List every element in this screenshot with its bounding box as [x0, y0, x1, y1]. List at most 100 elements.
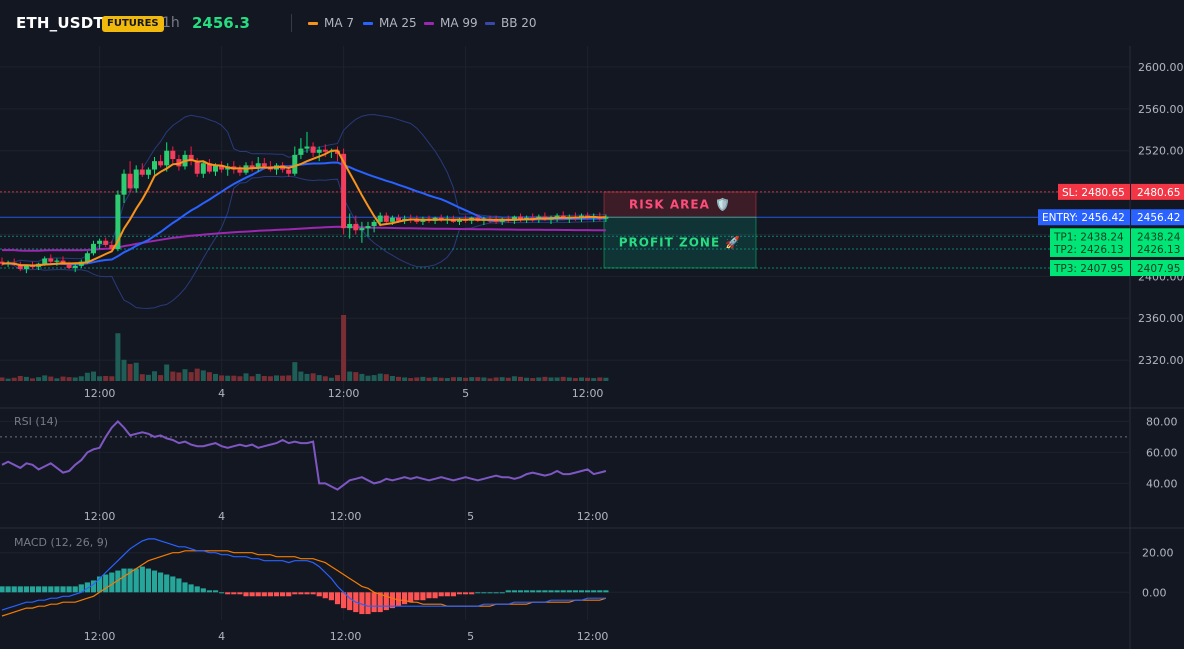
macd-x-tick: 4 [218, 630, 225, 643]
volume-bar [66, 377, 72, 381]
level-price-tag-tp [1131, 240, 1184, 257]
legend-ma99[interactable]: MA 99 [424, 16, 478, 30]
macd-histogram-bar [517, 590, 524, 593]
volume-bar [591, 378, 597, 381]
volume-bar [402, 377, 408, 381]
price-x-tick: 12:00 [328, 387, 360, 400]
macd-histogram-bar [585, 590, 591, 593]
volume-bar [383, 374, 389, 381]
volume-bar [286, 375, 292, 381]
macd-x-tick: 12:00 [330, 630, 362, 643]
volume-bar [0, 377, 5, 381]
macd-histogram-bar [414, 592, 420, 601]
macd-histogram-bar [292, 592, 298, 595]
macd-histogram-bar [505, 590, 511, 593]
level-price-tag-sl [1131, 183, 1184, 200]
legend-ma25[interactable]: MA 25 [363, 16, 417, 30]
timeframe-label[interactable]: 1h [162, 15, 180, 31]
volume-bar [365, 375, 371, 381]
volume-bar [194, 368, 200, 381]
macd-histogram-bar [536, 590, 542, 593]
macd-histogram-bar [90, 580, 97, 593]
macd-histogram-bar [377, 592, 383, 613]
legend-ma7[interactable]: MA 7 [308, 16, 354, 30]
volume-bar [261, 375, 267, 381]
volume-bar [310, 373, 316, 381]
volume-bar [304, 373, 310, 381]
macd-histogram-bar [109, 572, 115, 593]
macd-histogram-bar [481, 592, 487, 594]
legend-bb20[interactable]: BB 20 [485, 16, 537, 30]
macd-histogram-bar [572, 590, 578, 593]
volume-bar [560, 376, 566, 381]
symbol-title[interactable]: ETH_USDT [16, 14, 104, 32]
volume-bar [499, 377, 505, 381]
profit-zone-label: PROFIT ZONE 🚀 [619, 236, 742, 250]
volume-bar [377, 373, 383, 381]
futures-badge: FUTURES [102, 16, 164, 32]
macd-histogram-bar [249, 592, 255, 597]
level-price-tag-tp [1131, 228, 1184, 245]
macd-histogram-bar [60, 586, 66, 593]
volume-bar [158, 375, 164, 381]
macd-histogram-bar [578, 590, 585, 593]
volume-bar [5, 378, 11, 381]
macd-x-tick: 5 [467, 630, 474, 643]
macd-histogram-bar [182, 582, 188, 593]
volume-bar [603, 377, 609, 381]
volume-bar [341, 315, 347, 381]
volume-bar [176, 372, 182, 381]
level-tag-tp [1050, 240, 1130, 257]
volume-bar [115, 333, 121, 381]
macd-histogram-bar [347, 592, 353, 611]
volume-bar [243, 373, 249, 381]
level-tag-label: TP2: 2426.13 [1053, 244, 1124, 256]
candle-body [396, 217, 401, 221]
y-tick-label: 2560.00 [1138, 103, 1184, 116]
macd-histogram-bar [524, 590, 530, 593]
macd-histogram-bar [322, 592, 328, 599]
bb-upper-line [1, 113, 606, 265]
level-tag-entry [1038, 209, 1130, 226]
macd-histogram-bar [560, 590, 566, 593]
macd-x-tick: 12:00 [84, 630, 116, 643]
volume-bar [42, 375, 48, 381]
candle-body [145, 169, 151, 175]
volume-bar [225, 375, 231, 381]
volume-bar [353, 372, 359, 381]
volume-bar [335, 375, 340, 381]
macd-histogram-bar [383, 592, 389, 611]
macd-histogram-bar [231, 592, 237, 595]
macd-histogram-bar [395, 592, 402, 607]
candle-body [219, 165, 225, 170]
volume-bar [219, 375, 225, 381]
y-tick-label: 2360.00 [1138, 312, 1184, 325]
volume-bar [450, 377, 456, 381]
candle-body [353, 223, 359, 231]
volume-bar [292, 362, 298, 381]
candle-body [72, 265, 78, 268]
candle-body [188, 154, 194, 162]
level-price-label: 2480.65 [1137, 187, 1180, 199]
volume-bar [249, 376, 255, 381]
volume-bar [579, 377, 584, 381]
rsi-line [1, 419, 607, 491]
volume-bar [530, 378, 536, 381]
candle-body [255, 163, 261, 169]
candle-body [91, 243, 96, 254]
macd-histogram-bar [286, 592, 292, 597]
level-price-label: 2456.42 [1137, 212, 1180, 224]
macd-histogram-bar [316, 592, 322, 597]
rsi-x-tick: 12:00 [84, 510, 116, 523]
macd-histogram-bar [267, 592, 273, 597]
macd-histogram-bar [566, 590, 572, 593]
macd-histogram-bar [23, 586, 29, 593]
macd-histogram-bar [310, 592, 316, 595]
volume-bar [11, 377, 17, 381]
candle-body [213, 165, 218, 172]
level-tag-label: ENTRY: 2456.42 [1042, 212, 1125, 224]
y-tick-label: 2600.00 [1138, 61, 1184, 74]
volume-bar [109, 376, 115, 381]
macd-histogram-bar [328, 592, 334, 601]
